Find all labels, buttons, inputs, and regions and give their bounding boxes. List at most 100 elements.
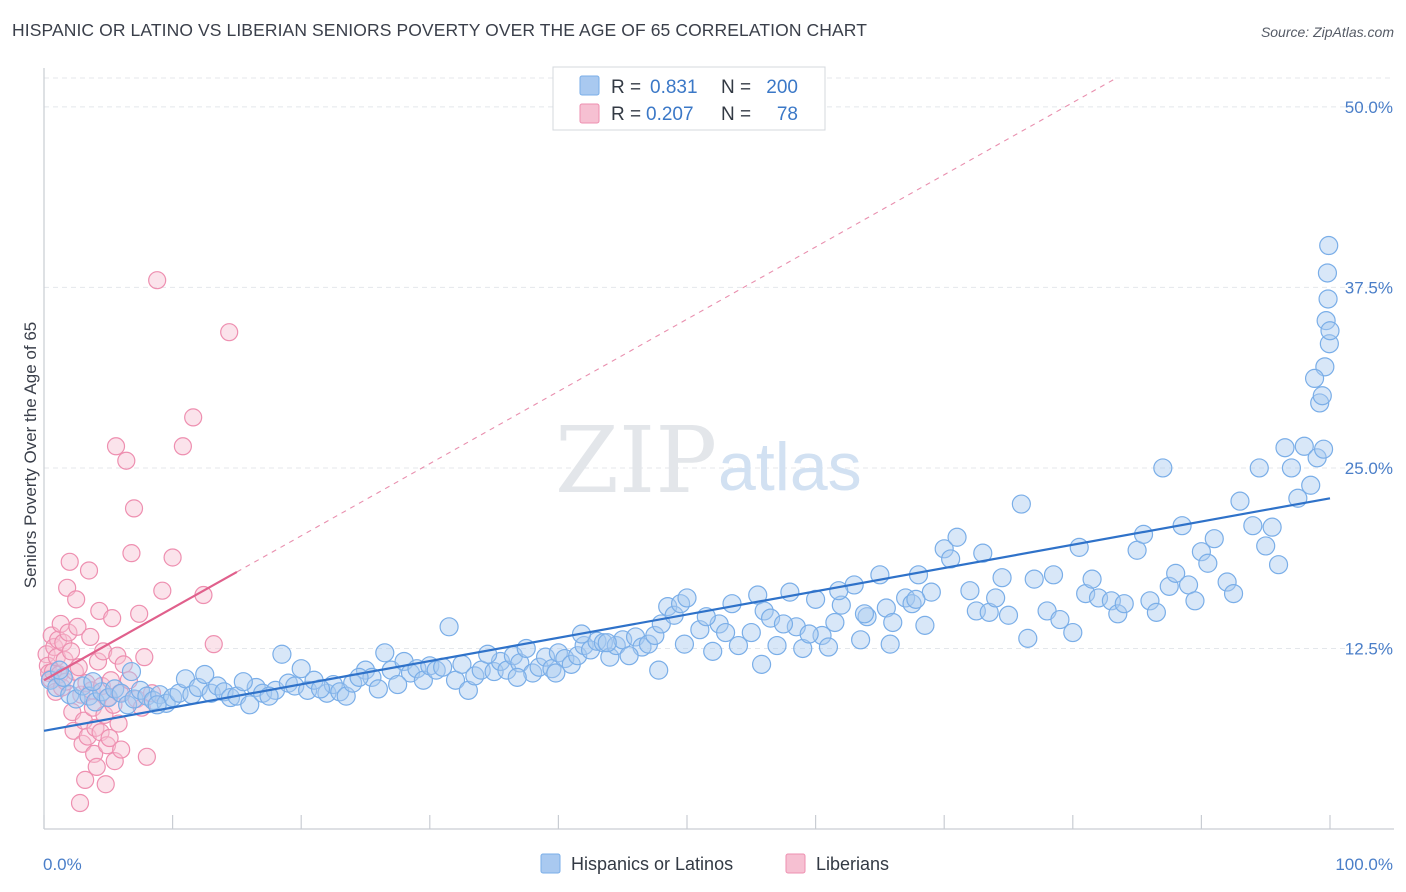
data-point-hispanics <box>722 594 742 614</box>
data-point-hispanics <box>921 582 941 602</box>
data-point-liberians <box>105 752 124 771</box>
data-point-hispanics <box>195 664 215 685</box>
chart-title: HISPANIC OR LATINO VS LIBERIAN SENIORS P… <box>12 20 867 40</box>
data-point-hispanics <box>1318 289 1338 309</box>
data-point-hispanics <box>388 674 408 695</box>
tick-labels: 12.5% 25.0% 37.5% 50.0% 0.0% 100.0% <box>43 98 1393 874</box>
data-point-hispanics <box>1217 572 1237 592</box>
data-point-liberians <box>153 581 172 600</box>
data-point-liberians <box>204 635 223 654</box>
data-point-hispanics <box>1281 458 1302 478</box>
legend-r-value-pink: 0.207 <box>646 104 694 125</box>
data-point-hispanics <box>1319 235 1339 256</box>
data-point-hispanics <box>1313 439 1334 459</box>
data-point-liberians <box>76 770 95 789</box>
legend-swatch-pink <box>579 103 600 124</box>
data-point-hispanics <box>1294 436 1314 456</box>
y-tick-label: 37.5% <box>1345 278 1393 297</box>
data-point-hispanics <box>439 617 459 637</box>
data-point-liberians <box>68 617 87 636</box>
data-point-hispanics <box>851 630 871 650</box>
data-point-liberians <box>70 793 90 813</box>
y-tick-label: 25.0% <box>1345 459 1393 478</box>
data-point-hispanics <box>233 672 253 692</box>
watermark-zip: ZIP <box>555 407 717 514</box>
data-point-hispanics <box>649 660 669 680</box>
data-point-hispanics <box>915 615 935 635</box>
data-point-hispanics <box>1310 393 1330 413</box>
data-point-hispanics <box>703 641 723 661</box>
data-point-hispanics <box>1108 604 1128 624</box>
data-point-hispanics <box>1223 583 1244 604</box>
data-point-hispanics <box>1166 563 1186 583</box>
data-point-liberians <box>163 548 182 567</box>
data-point-hispanics <box>831 595 851 615</box>
data-point-liberians <box>60 552 79 571</box>
data-point-hispanics <box>1268 555 1289 575</box>
data-point-hispanics <box>83 672 103 692</box>
data-point-hispanics <box>291 659 311 679</box>
data-point-hispanics <box>1140 591 1160 611</box>
data-point-hispanics <box>1146 602 1166 622</box>
data-point-hispanics <box>1153 458 1173 478</box>
data-point-hispanics <box>72 676 93 696</box>
data-point-hispanics <box>1320 321 1340 341</box>
data-point-hispanics <box>751 654 772 674</box>
data-point-hispanics <box>600 647 620 667</box>
data-point-hispanics <box>715 622 736 643</box>
x-tick-label-end: 100.0% <box>1335 855 1393 874</box>
legend-r-label-pink: R = <box>611 104 641 125</box>
data-point-hispanics <box>1256 536 1276 556</box>
data-point-hispanics <box>1312 386 1332 406</box>
data-point-liberians <box>37 645 56 664</box>
legend-swatch-blue <box>579 75 600 96</box>
data-point-hispanics <box>1262 517 1282 537</box>
data-point-liberians <box>100 728 119 748</box>
data-point-liberians <box>130 604 149 623</box>
data-point-liberians <box>117 451 136 470</box>
data-point-hispanics <box>754 601 774 621</box>
data-point-hispanics <box>597 633 617 653</box>
trendlines <box>43 77 1331 732</box>
data-point-hispanics <box>1230 491 1250 511</box>
data-point-hispanics <box>992 568 1012 588</box>
data-point-hispanics <box>1063 622 1083 643</box>
data-point-hispanics <box>272 644 292 664</box>
data-point-hispanics <box>1304 368 1325 388</box>
data-point-liberians <box>87 757 106 776</box>
data-point-hispanics <box>1301 475 1321 495</box>
data-point-liberians <box>67 590 86 609</box>
legend-n-value-blue: 200 <box>766 77 798 98</box>
data-point-liberians <box>103 609 122 628</box>
data-point-liberians <box>137 747 156 766</box>
data-point-hispanics <box>780 582 800 602</box>
data-point-hispanics <box>854 604 875 624</box>
data-point-hispanics <box>1243 516 1263 536</box>
data-point-hispanics <box>934 539 954 559</box>
trendline-liberians-extension <box>236 77 1117 573</box>
zipatlas-watermark: ZIP atlas <box>555 407 862 514</box>
data-point-hispanics <box>986 588 1006 608</box>
data-point-hispanics <box>998 605 1019 625</box>
data-point-hispanics <box>960 581 980 601</box>
y-axis-title: Seniors Poverty Over the Age of 65 <box>21 322 40 588</box>
data-point-hispanics <box>1082 569 1102 589</box>
data-point-liberians <box>184 408 203 427</box>
data-point-liberians <box>148 271 167 290</box>
data-point-hispanics <box>677 588 697 608</box>
bottom-legend-swatch-pink <box>785 853 806 874</box>
bottom-legend-label-blue: Hispanics or Latinos <box>571 854 733 874</box>
data-point-hispanics <box>773 614 794 634</box>
data-point-liberians <box>83 698 102 717</box>
data-point-liberians <box>106 437 126 456</box>
legend-n-label-blue: N = <box>721 77 751 98</box>
data-point-liberians <box>79 561 99 580</box>
legend-n-value-pink: 78 <box>777 104 798 125</box>
liberians-points <box>37 271 239 813</box>
data-point-hispanics <box>546 663 566 683</box>
data-point-hispanics <box>1018 628 1038 648</box>
data-point-liberians <box>96 775 115 794</box>
data-point-hispanics <box>240 695 260 715</box>
data-point-hispanics <box>1011 494 1031 514</box>
